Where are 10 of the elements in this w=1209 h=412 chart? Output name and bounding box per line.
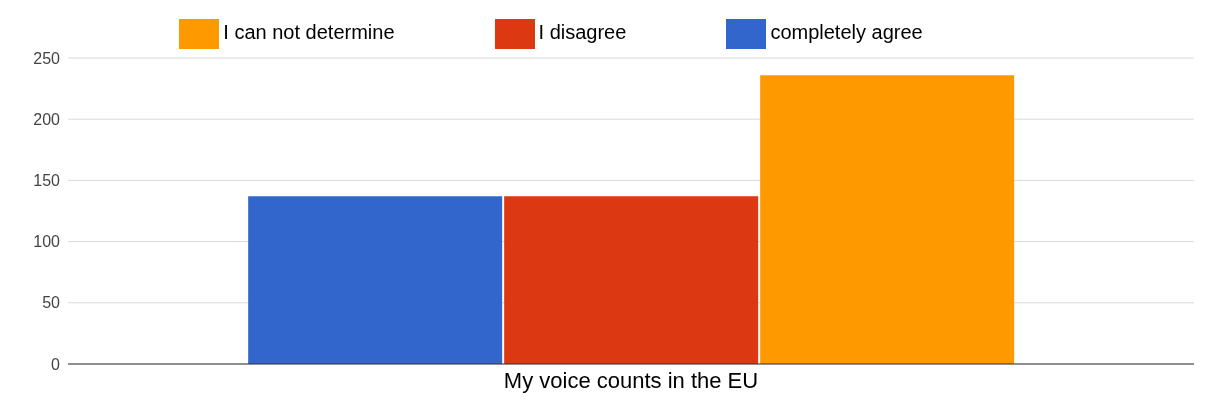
y-tick-label: 150 bbox=[33, 172, 61, 190]
y-tick-label: 100 bbox=[33, 233, 61, 251]
x-tick-label: My voice counts in the EU bbox=[503, 367, 759, 393]
legend-label: completely agree bbox=[770, 21, 923, 44]
y-tick-label: 0 bbox=[51, 355, 61, 373]
y-tick-label: 250 bbox=[33, 49, 61, 67]
y-tick-label: 200 bbox=[33, 110, 61, 128]
legend-label: I disagree bbox=[538, 21, 627, 44]
y-tick-label: 50 bbox=[42, 294, 61, 312]
legend-label: I can not determine bbox=[223, 21, 395, 44]
